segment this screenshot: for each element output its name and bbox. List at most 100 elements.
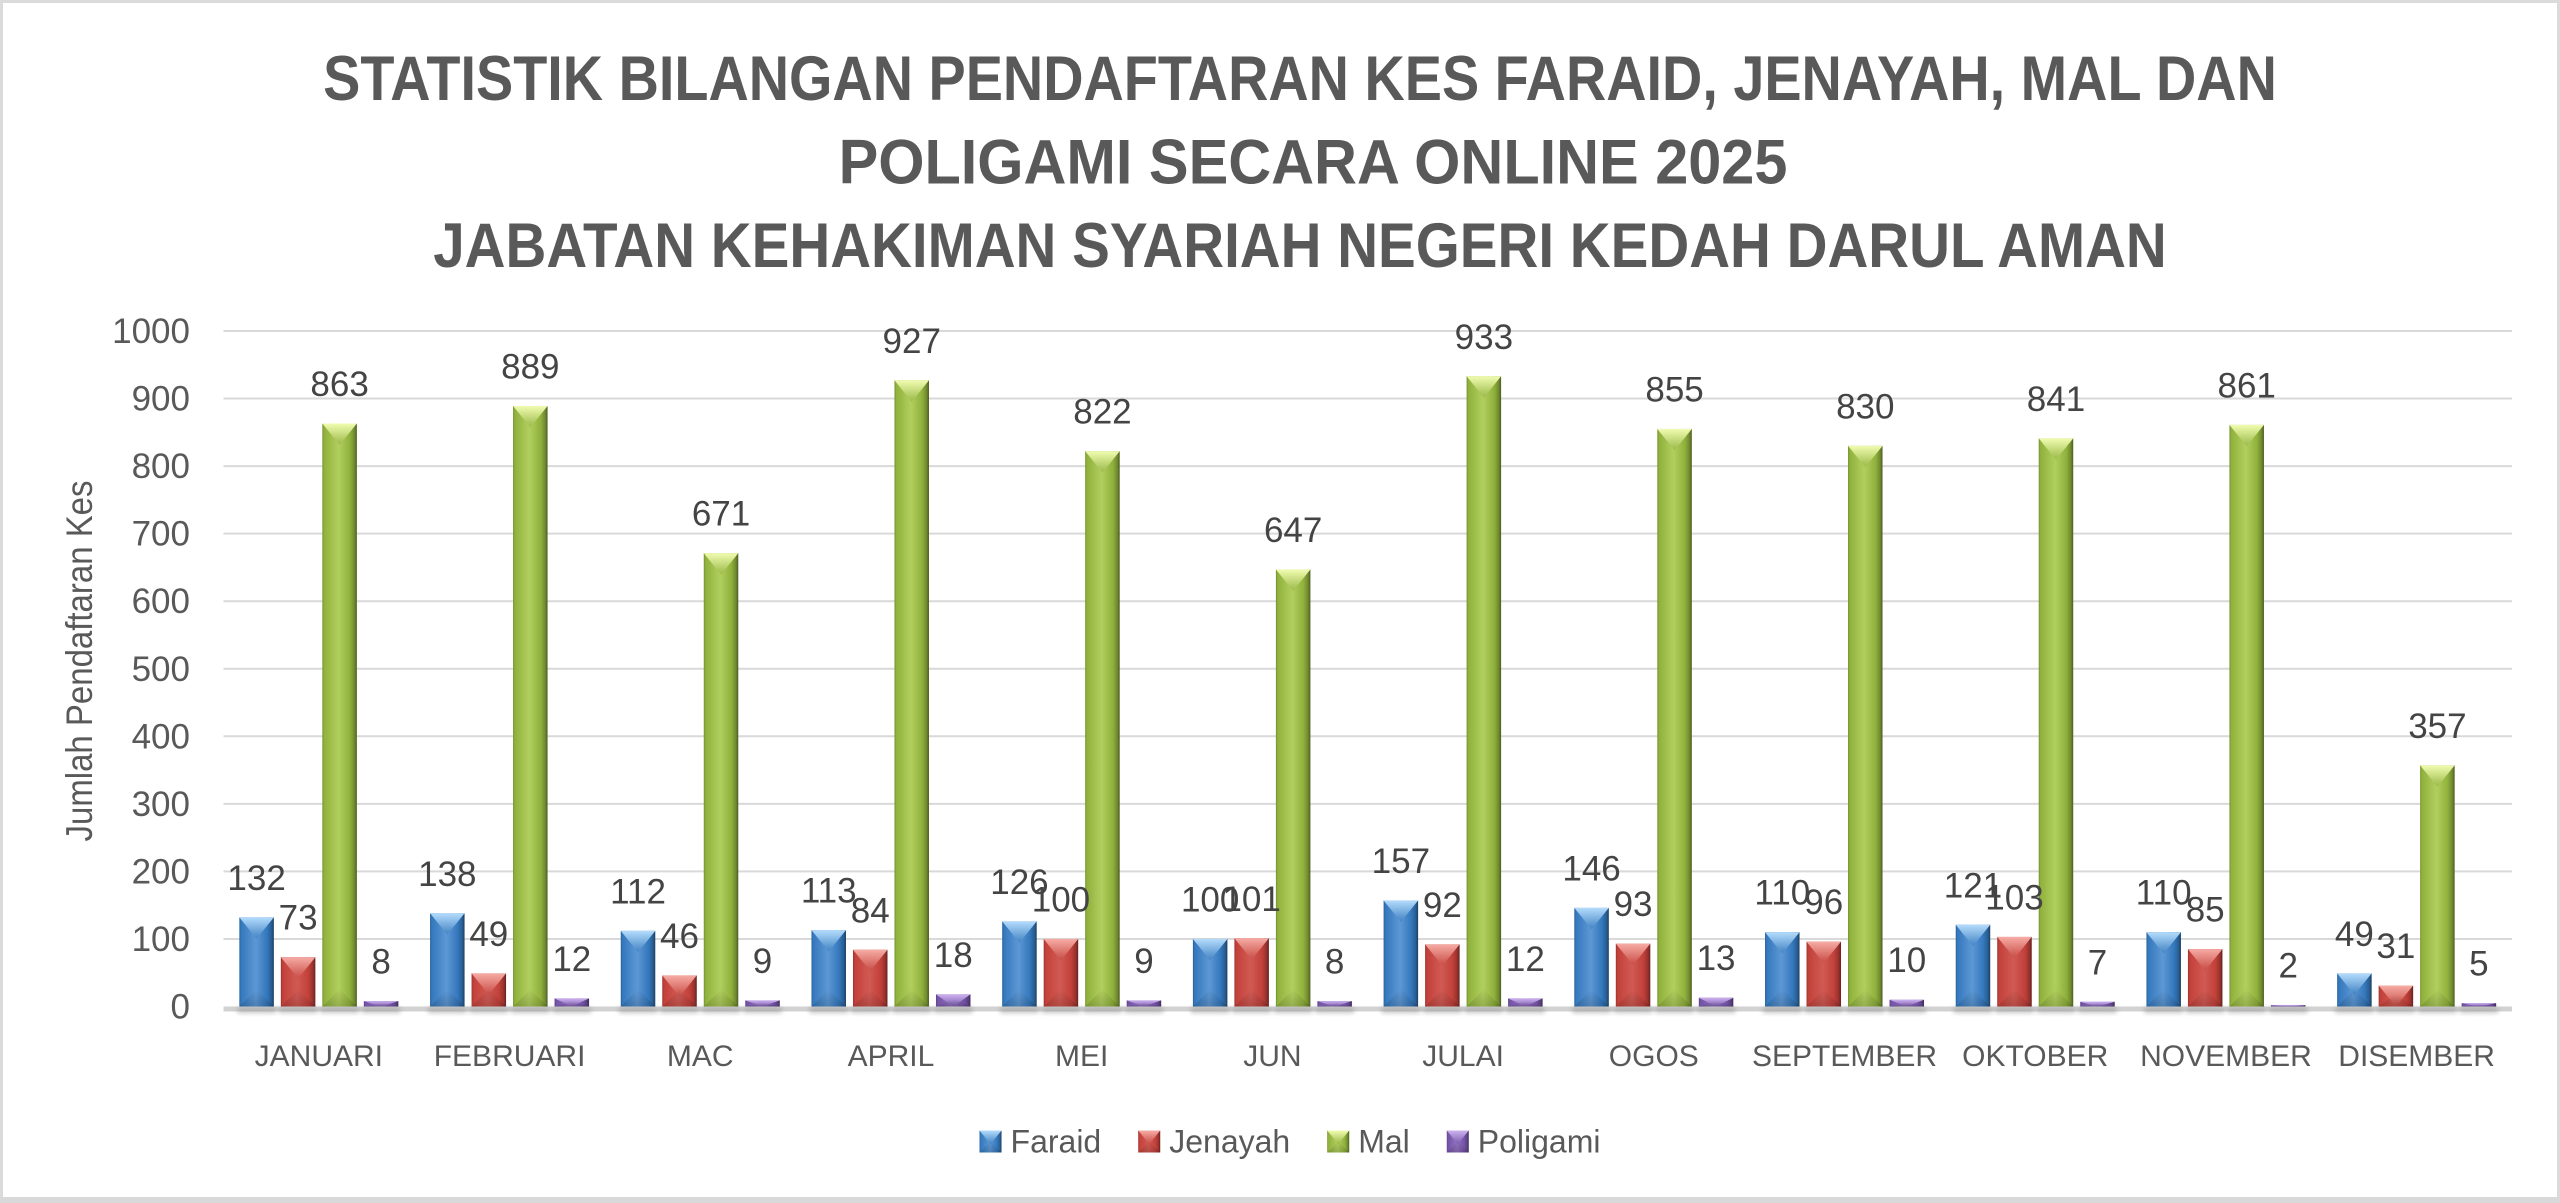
- bar-shadow: [1041, 1007, 1081, 1013]
- bar-shadow: [2376, 1007, 2416, 1013]
- value-label-poligami-julai: 12: [1506, 940, 1545, 979]
- bar-mal-januari: [320, 423, 359, 1013]
- value-label-mal-oktober: 841: [2027, 380, 2085, 419]
- bar-bottom-bevel: [2461, 1004, 2497, 1007]
- bar-shadow: [1423, 1007, 1462, 1013]
- y-tick-label-200: 200: [132, 852, 190, 891]
- bar-mal-februari: [511, 405, 550, 1013]
- value-label-mal-april: 927: [883, 322, 941, 361]
- bar-bottom-bevel: [2420, 989, 2455, 1007]
- bar-jenayah-disember: [2376, 985, 2416, 1013]
- bar-bottom-bevel: [1574, 989, 1609, 1007]
- bar-bottom-bevel: [471, 989, 507, 1007]
- bar-bottom-bevel: [1043, 989, 1079, 1007]
- bar-shadow: [1655, 1007, 1694, 1013]
- bar-shadow: [1572, 1007, 1611, 1013]
- bar-shadow: [2335, 1007, 2374, 1013]
- bar-top-bevel: [2420, 765, 2455, 787]
- chart-title-line-2: POLIGAMI SECARA ONLINE 2025: [839, 127, 1788, 197]
- value-label-mal-disember: 357: [2408, 707, 2466, 746]
- value-label-faraid-januari: 132: [227, 859, 285, 898]
- bar-mal-april: [892, 380, 931, 1013]
- value-label-faraid-oktober: 121: [1944, 866, 2002, 905]
- bar-shadow: [850, 1007, 890, 1013]
- bar-body: [1848, 445, 1883, 1007]
- x-category-label-mac: MAC: [667, 1040, 734, 1073]
- bar-body: [513, 405, 548, 1007]
- bar-shadow: [1273, 1007, 1313, 1013]
- value-label-poligami-april: 18: [934, 936, 973, 975]
- bar-body: [2420, 765, 2455, 1007]
- bar-bottom-bevel: [1848, 989, 1883, 1007]
- value-label-mal-januari: 863: [310, 365, 368, 404]
- value-label-poligami-jun: 8: [1325, 943, 1344, 982]
- bar-bottom-bevel: [1126, 1002, 1162, 1007]
- frame-bottom-edge: [0, 1197, 2560, 1203]
- bar-shadow: [511, 1007, 550, 1013]
- legend-marker-poligami: [1446, 1130, 1469, 1153]
- legend-item-faraid: Faraid: [979, 1124, 1102, 1160]
- bar-faraid-julai: [1381, 900, 1421, 1013]
- y-tick-label-700: 700: [132, 515, 190, 554]
- bar-top-bevel: [2337, 973, 2372, 995]
- value-label-jenayah-november: 85: [2186, 891, 2225, 930]
- bar-shadow: [1381, 1007, 1421, 1013]
- bar-mal-ogos: [1655, 428, 1694, 1013]
- value-label-faraid-september: 110: [1754, 874, 1810, 913]
- legend-marker-top-bevel: [979, 1130, 1002, 1145]
- legend-marker-faraid: [979, 1130, 1002, 1153]
- bar-faraid-april: [809, 930, 848, 1013]
- bar-bottom-bevel: [1425, 989, 1460, 1007]
- y-tick-label-0: 0: [171, 988, 190, 1027]
- x-category-label-julai: JULAI: [1422, 1040, 1504, 1073]
- bar-top-bevel: [852, 949, 888, 972]
- bar-jenayah-mei: [1041, 938, 1081, 1013]
- bar-bottom-bevel: [1234, 989, 1269, 1007]
- bar-top-bevel: [620, 930, 656, 953]
- legend-label-faraid: Faraid: [1011, 1124, 1102, 1160]
- bar-top-bevel: [703, 553, 739, 575]
- value-label-jenayah-mei: 100: [1032, 880, 1090, 919]
- bar-jenayah-april: [850, 949, 890, 1013]
- bar-bottom-bevel: [554, 1001, 590, 1007]
- bar-jenayah-mac: [660, 975, 699, 1013]
- y-tick-label-500: 500: [132, 650, 190, 689]
- bar-jenayah-februari: [469, 973, 509, 1013]
- x-category-label-mei: MEI: [1055, 1040, 1108, 1073]
- bar-shadow: [1315, 1007, 1354, 1013]
- bar-top-bevel: [1997, 936, 2032, 959]
- bar-bottom-bevel: [745, 1002, 780, 1007]
- bar-bottom-bevel: [703, 989, 739, 1007]
- bar-bottom-bevel: [1657, 989, 1692, 1007]
- y-tick-label-100: 100: [132, 920, 190, 959]
- bar-shadow: [428, 1007, 467, 1013]
- value-label-jenayah-april: 84: [851, 891, 890, 930]
- bar-top-bevel: [1466, 376, 1502, 398]
- x-category-label-februari: FEBRUARI: [434, 1040, 586, 1073]
- bar-top-bevel: [1275, 569, 1311, 591]
- value-label-jenayah-februari: 49: [469, 915, 508, 954]
- bar-shadow: [2268, 1007, 2308, 1013]
- bar-shadow: [1995, 1007, 2034, 1013]
- bar-faraid-jun: [1190, 938, 1230, 1013]
- bar-top-bevel: [1085, 451, 1120, 473]
- y-tick-label-800: 800: [132, 447, 190, 486]
- y-tick-label-300: 300: [132, 785, 190, 824]
- bar-bottom-bevel: [2378, 993, 2414, 1007]
- legend-marker-mal: [1327, 1130, 1350, 1153]
- bar-bottom-bevel: [1085, 989, 1120, 1007]
- x-category-label-september: SEPTEMBER: [1752, 1040, 1937, 1073]
- bar-jenayah-september: [1804, 941, 1844, 1013]
- bar-shadow: [361, 1007, 401, 1013]
- bar-faraid-ogos: [1572, 907, 1611, 1013]
- legend-marker-top-bevel: [1446, 1130, 1469, 1145]
- bar-shadow: [2459, 1007, 2499, 1013]
- bar-bottom-bevel: [1698, 1001, 1734, 1007]
- bar-shadow: [743, 1007, 782, 1013]
- bar-faraid-november: [2144, 932, 2183, 1013]
- bar-top-bevel: [1955, 924, 1991, 947]
- bar-faraid-januari: [237, 917, 276, 1013]
- bar-top-bevel: [894, 380, 929, 402]
